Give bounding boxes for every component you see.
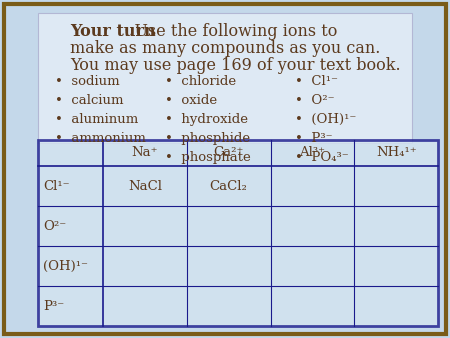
Text: make as many compounds as you can.: make as many compounds as you can. xyxy=(70,40,380,57)
Text: •  PO₄³⁻: • PO₄³⁻ xyxy=(295,151,349,164)
Text: •  O²⁻: • O²⁻ xyxy=(295,94,335,107)
Text: •  ammonium: • ammonium xyxy=(55,132,146,145)
Text: (OH)¹⁻: (OH)¹⁻ xyxy=(43,260,88,272)
Text: O²⁻: O²⁻ xyxy=(43,219,66,233)
Text: •  oxide: • oxide xyxy=(165,94,217,107)
Text: Na⁺: Na⁺ xyxy=(131,146,158,160)
Text: •  Cl¹⁻: • Cl¹⁻ xyxy=(295,75,338,88)
Text: Al³⁺: Al³⁺ xyxy=(299,146,325,160)
Text: Cl¹⁻: Cl¹⁻ xyxy=(43,179,70,193)
Text: •  (OH)¹⁻: • (OH)¹⁻ xyxy=(295,113,356,126)
Text: NH₄¹⁺: NH₄¹⁺ xyxy=(376,146,416,160)
Text: •  aluminum: • aluminum xyxy=(55,113,138,126)
Text: •  phosphide: • phosphide xyxy=(165,132,250,145)
Bar xyxy=(38,13,412,143)
Bar xyxy=(38,140,438,326)
Text: CaCl₂: CaCl₂ xyxy=(210,179,248,193)
Text: •  phosphate: • phosphate xyxy=(165,151,251,164)
Text: •  hydroxide: • hydroxide xyxy=(165,113,248,126)
Text: •  P³⁻: • P³⁻ xyxy=(295,132,333,145)
Text: Ca²⁺: Ca²⁺ xyxy=(213,146,244,160)
Text: : Use the following ions to: : Use the following ions to xyxy=(124,23,338,40)
Text: •  chloride: • chloride xyxy=(165,75,236,88)
Text: •  sodium: • sodium xyxy=(55,75,120,88)
Text: You may use page 169 of your text book.: You may use page 169 of your text book. xyxy=(70,57,400,74)
Text: P³⁻: P³⁻ xyxy=(43,299,64,313)
Text: Your turn: Your turn xyxy=(70,23,156,40)
Text: •  calcium: • calcium xyxy=(55,94,123,107)
Text: NaCl: NaCl xyxy=(128,179,162,193)
